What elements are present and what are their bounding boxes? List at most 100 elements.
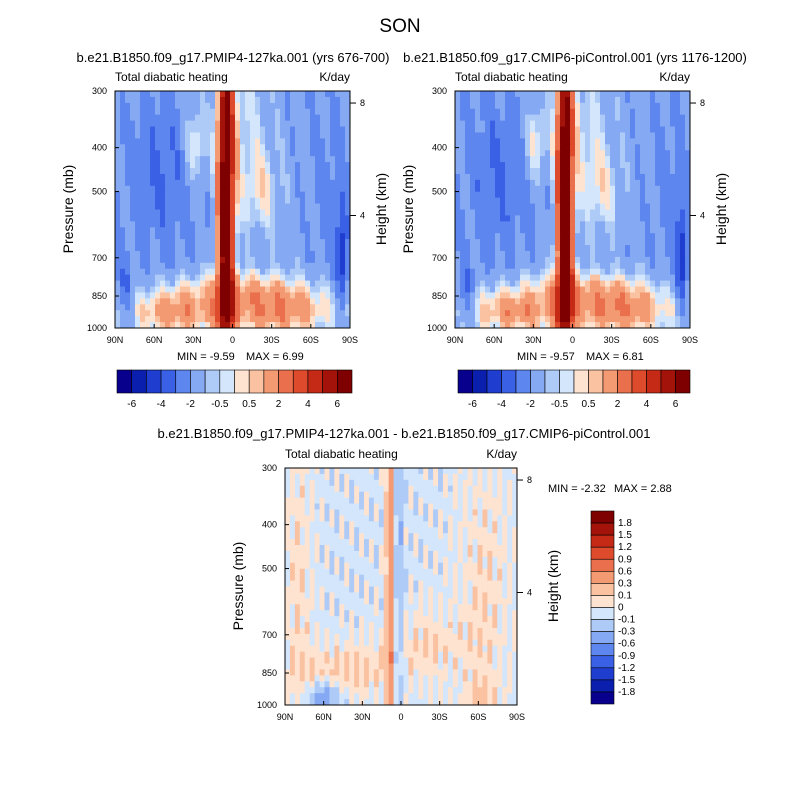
field-cell (472, 479, 479, 487)
field-cell (378, 485, 385, 493)
field-cell (625, 102, 631, 110)
field-cell (190, 239, 196, 246)
field-cell (675, 239, 681, 246)
field-cell (330, 221, 336, 228)
field-cell (359, 545, 365, 552)
field-cell (135, 286, 141, 294)
field-cell (285, 497, 291, 505)
field-cell (640, 292, 646, 299)
field-cell (180, 126, 186, 134)
field-cell (525, 132, 531, 139)
field-cell (520, 322, 526, 328)
field-cell (255, 209, 261, 217)
field-cell (270, 102, 276, 110)
field-cell (165, 150, 171, 157)
field-cell (170, 91, 176, 98)
field-cell (510, 114, 516, 122)
field-cell (225, 108, 231, 116)
field-cell (300, 96, 306, 104)
field-cell (550, 96, 556, 104)
field-cell (255, 173, 261, 181)
field-cell (175, 280, 181, 288)
field-cell (275, 215, 281, 222)
field-cell (490, 322, 496, 328)
field-cell (300, 268, 306, 276)
field-cell (403, 473, 410, 481)
field-cell (240, 168, 246, 175)
field-cell (490, 96, 496, 104)
field-cell (260, 221, 266, 228)
field-cell (120, 108, 126, 116)
field-cell (550, 304, 556, 311)
field-cell (319, 562, 326, 570)
field-cell (125, 298, 131, 305)
panel-units-label: K/day (319, 70, 350, 84)
field-cell (525, 150, 531, 157)
field-cell (408, 592, 414, 599)
field-cell (615, 310, 621, 317)
field-cell (428, 485, 434, 493)
field-cell (195, 126, 201, 134)
field-cell (675, 96, 681, 104)
field-cell (235, 286, 241, 294)
field-cell (670, 250, 676, 258)
field-cell (250, 304, 256, 311)
field-cell (130, 162, 136, 169)
field-cell (125, 150, 131, 157)
field-cell (545, 233, 551, 240)
field-cell (675, 310, 681, 317)
field-cell (210, 256, 216, 264)
field-cell (285, 114, 291, 122)
field-cell (294, 586, 301, 594)
field-cell (680, 102, 686, 110)
field-cell (555, 209, 561, 217)
field-cell (260, 91, 266, 98)
field-cell (408, 568, 414, 576)
field-cell (345, 322, 350, 328)
field-cell (487, 497, 493, 505)
field-cell (575, 304, 581, 311)
field-cell (403, 509, 410, 516)
field-cell (675, 108, 681, 116)
field-cell (482, 550, 488, 558)
field-cell (170, 114, 176, 122)
field-cell (635, 120, 641, 128)
field-cell (170, 138, 176, 145)
field-cell (275, 221, 281, 228)
field-cell (175, 239, 181, 246)
field-cell (378, 580, 385, 588)
field-cell (295, 209, 301, 217)
field-cell (595, 114, 601, 122)
field-cell (340, 191, 346, 199)
field-cell (383, 562, 390, 570)
field-cell (442, 586, 449, 594)
field-cell (590, 298, 596, 305)
field-cell (685, 310, 690, 317)
height-tick-label: 8 (360, 98, 365, 108)
field-cell (160, 179, 166, 187)
field-cell (344, 479, 350, 487)
field-cell (220, 221, 226, 228)
field-cell (475, 209, 481, 217)
field-cell (660, 274, 666, 282)
field-cell (120, 233, 126, 240)
field-cell (345, 138, 350, 145)
field-cell (462, 527, 469, 534)
field-cell (512, 545, 517, 552)
field-cell (378, 473, 385, 481)
field-cell (455, 304, 461, 311)
field-cell (300, 322, 306, 328)
field-cell (423, 556, 429, 564)
field-cell (165, 126, 171, 134)
field-cell (512, 479, 517, 487)
field-cell (625, 191, 631, 199)
field-cell (442, 479, 449, 487)
colorbar-swatch (175, 369, 191, 394)
field-cell (413, 515, 419, 522)
field-cell (220, 197, 226, 205)
field-cell (650, 215, 656, 222)
field-cell (255, 316, 261, 323)
field-cell (325, 245, 331, 252)
field-cell (447, 556, 454, 564)
field-cell (595, 274, 601, 282)
